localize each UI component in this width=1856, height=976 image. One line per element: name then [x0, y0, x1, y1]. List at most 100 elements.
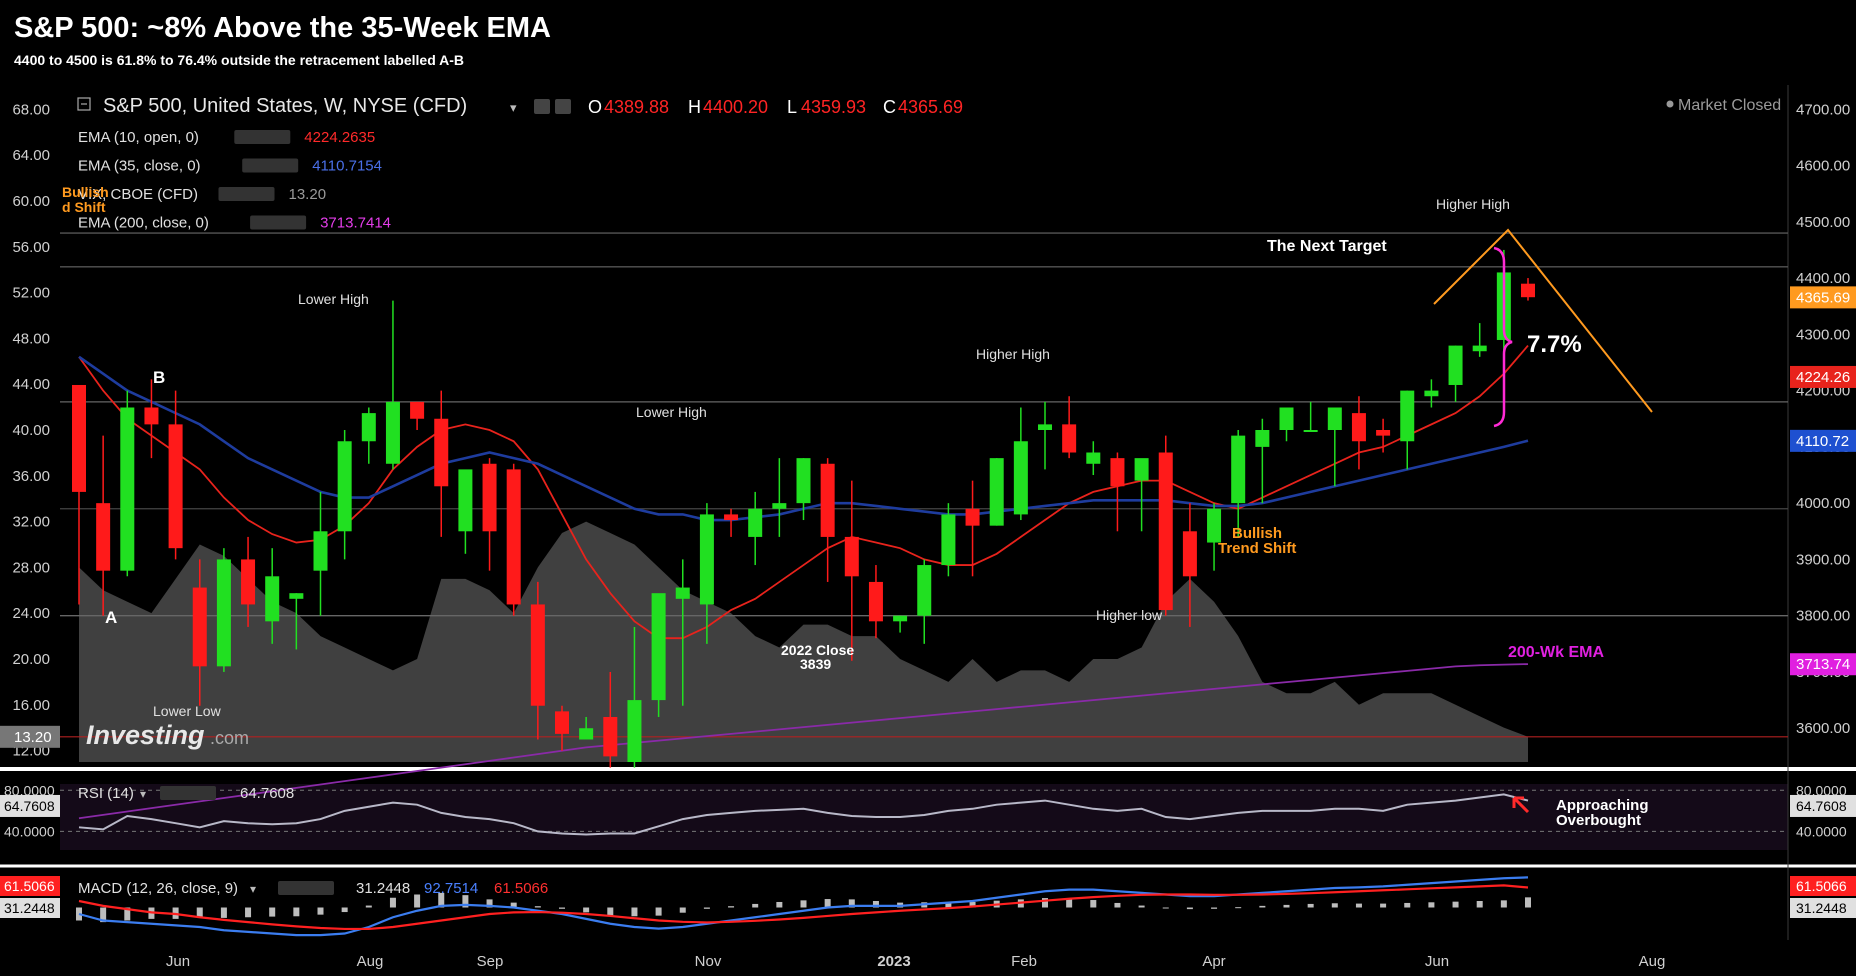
- candle-body-49: [1255, 430, 1270, 447]
- macd-hist-13: [389, 897, 396, 908]
- macd-hist-24: [655, 907, 662, 916]
- candles-layer: [72, 249, 1535, 768]
- macd-tag-left-bg-0: [0, 876, 60, 896]
- candle-body-10: [313, 531, 328, 571]
- annotation-lower-high-1: Lower High: [298, 291, 369, 307]
- macd-hist-10: [317, 907, 324, 915]
- settings-icon-2[interactable]: [555, 99, 571, 114]
- macd-hist-46: [1186, 907, 1193, 910]
- price-tick-9: 3800.00: [1796, 608, 1850, 625]
- settings-icon[interactable]: [534, 99, 550, 114]
- symbol-dropdown-icon[interactable]: ▾: [510, 100, 517, 115]
- candle-body-32: [844, 536, 859, 577]
- candle-body-39: [1013, 441, 1028, 515]
- candle-body-17: [482, 463, 497, 532]
- vix-tick-12: 20.00: [12, 651, 50, 668]
- ohlc-h-label: H: [688, 97, 701, 117]
- rsi-panel-bg: [60, 784, 1788, 850]
- vix-tick-3: 56.00: [12, 239, 50, 256]
- macd-hist-49: [1259, 905, 1266, 908]
- collapse-icon[interactable]: [77, 97, 91, 111]
- rsi-tick-left-0: 80.0000: [4, 782, 55, 798]
- indicator-value-3: 3713.7414: [320, 215, 391, 232]
- price-tag-bg-2: [1790, 429, 1856, 452]
- macd-hist-12: [365, 905, 372, 908]
- symbol-name[interactable]: S&P 500, United States, W, NYSE (CFD): [103, 95, 467, 117]
- macd-hist-28: [752, 903, 759, 908]
- macd-hist-55: [1404, 902, 1411, 908]
- candle-body-41: [1062, 424, 1077, 453]
- rsi-settings-icon[interactable]: [160, 786, 216, 800]
- arrow-red-icon: [1512, 796, 1530, 814]
- candle-body-3: [144, 407, 159, 425]
- annotation-approaching-1: Approaching: [1556, 797, 1649, 814]
- rsi-dropdown-icon[interactable]: ▾: [140, 787, 146, 801]
- indicator-settings-icon-0: [234, 130, 291, 144]
- vix-tick-0: 68.00: [12, 101, 50, 118]
- x-tick-7: Jun: [1425, 953, 1449, 970]
- candle-body-11: [337, 441, 352, 532]
- rsi-tag-left-bg: [0, 794, 60, 817]
- vix-tag-bg: [0, 725, 60, 748]
- ema-line-3: [78, 663, 1529, 820]
- candle-body-54: [1376, 430, 1391, 436]
- macd-hist-59: [1500, 900, 1507, 908]
- candle-body-55: [1400, 390, 1415, 442]
- macd-hist-6: [220, 907, 227, 918]
- macd-hist-5: [196, 907, 203, 918]
- candle-body-5: [192, 587, 207, 667]
- macd-label[interactable]: MACD (12, 26, close, 9): [78, 880, 238, 897]
- candle-body-9: [289, 593, 304, 599]
- ohlc-c-label: C: [883, 97, 896, 117]
- candle-body-22: [603, 716, 618, 757]
- rsi-tag-right-bg: [1790, 794, 1856, 817]
- macd-hist-2: [124, 907, 131, 921]
- price-tag-bg-3: [1790, 653, 1856, 676]
- candle-body-58: [1472, 345, 1487, 352]
- price-tag-bg-0: [1790, 286, 1856, 309]
- candle-body-18: [506, 469, 521, 605]
- candle-body-56: [1424, 390, 1439, 397]
- rsi-tick-right-0: 80.0000: [1796, 782, 1847, 798]
- ohlc-o-label: O: [588, 97, 602, 117]
- candle-body-25: [675, 587, 690, 599]
- indicator-label-1: EMA (35, close, 0): [78, 158, 201, 175]
- vix-tick-13: 16.00: [12, 697, 50, 714]
- price-tag-2: 4110.72: [1796, 433, 1849, 450]
- annotation-pct: 7.7%: [1527, 331, 1582, 358]
- price-tag-0: 4365.69: [1796, 289, 1850, 306]
- macd-hist-36: [945, 901, 952, 908]
- macd-tick-left-0: 61.5066: [4, 878, 55, 894]
- macd-settings-icon[interactable]: [278, 881, 334, 895]
- macd-hist-57: [1452, 901, 1459, 908]
- price-tag-3: 3713.74: [1796, 656, 1850, 673]
- annotation-200wk-ema: 200-Wk EMA: [1508, 644, 1604, 661]
- macd-dropdown-icon[interactable]: ▾: [250, 882, 256, 896]
- candle-body-14: [410, 401, 425, 419]
- vix-tick-1: 64.00: [12, 147, 50, 164]
- annotation-higher-low: Higher low: [1096, 607, 1163, 623]
- x-tick-0: Jun: [166, 953, 190, 970]
- macd-line: [78, 876, 1529, 937]
- axes-layer: 4700.004600.004500.004400.004300.004200.…: [0, 101, 1856, 970]
- rsi-label[interactable]: RSI (14): [78, 785, 134, 802]
- candle-body-19: [530, 604, 545, 706]
- macd-hist-60: [1525, 897, 1531, 908]
- candle-body-45: [1158, 452, 1173, 611]
- annotation-lower-low: Lower Low: [153, 703, 222, 719]
- annotation-next-target: The Next Target: [1267, 238, 1387, 255]
- vix-area-layer: [79, 521, 1528, 762]
- annotation-2022-close-1: 2022 Close: [781, 642, 854, 658]
- watermark-brand: Investing: [86, 720, 205, 750]
- annotation-bullish-1: Bullish: [1232, 525, 1282, 542]
- macd-hist-54: [1380, 903, 1387, 908]
- candle-body-23: [627, 700, 642, 762]
- candle-body-4: [168, 424, 183, 549]
- x-tick-2: Sep: [477, 953, 504, 970]
- vix-tick-7: 40.00: [12, 422, 50, 439]
- macd-tick-right-0: 61.5066: [1796, 878, 1847, 894]
- price-tick-2: 4500.00: [1796, 214, 1850, 231]
- macd-hist-48: [1235, 907, 1242, 909]
